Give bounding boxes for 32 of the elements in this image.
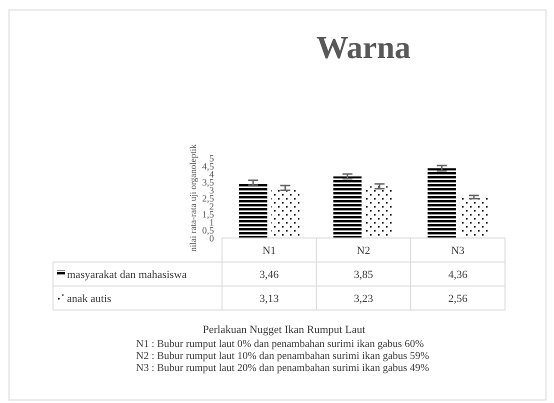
text: N3 : Bubur rumput laut 20% dan penambahan surimi ikan gabus 49% — [136, 363, 430, 374]
data-label: 3,46 — [260, 269, 280, 281]
y-tick-label: 1,5 — [202, 210, 214, 220]
data-label: 3,23 — [354, 293, 374, 305]
y-tick-label: 5 — [209, 154, 214, 164]
y-tick-label: 0,5 — [202, 226, 214, 236]
y-tick-label: 3,5 — [202, 178, 214, 188]
y-tick-label: 1 — [209, 218, 214, 228]
x-tick-label: N2 — [356, 245, 370, 257]
data-label: 3,13 — [260, 293, 280, 305]
data-label: 3,85 — [354, 269, 374, 281]
bar — [333, 176, 362, 238]
text: N1 : Bubur rumput laut 0% dan penambahan surimi ikan gabus 60% — [136, 339, 424, 350]
text: Perlakuan Nugget Ikan Rumput Laut — [202, 324, 366, 336]
y-tick-label: 2 — [209, 202, 214, 212]
legend-label: anak autis — [67, 293, 112, 305]
y-tick-label: 4 — [209, 170, 214, 180]
y-tick-label: 4,5 — [202, 162, 214, 172]
bar — [428, 168, 456, 238]
data-label: 2,56 — [448, 293, 468, 305]
x-tick-label: N3 — [451, 245, 466, 257]
data-label: 4,36 — [448, 269, 468, 281]
bar — [365, 186, 394, 238]
bar — [238, 182, 268, 238]
text: N2 : Bubur rumput laut 10% dan penambahan surimi ikan gabus 59% — [136, 351, 430, 362]
chart-title: Warna — [316, 29, 411, 65]
y-tick-label: 3 — [209, 186, 214, 196]
y-tick-label: 0 — [209, 234, 214, 244]
legend-label: masyarakat dan mahasiswa — [67, 269, 187, 281]
x-tick-label: N1 — [262, 245, 276, 257]
y-axis-title: nilai rata-rata uji organoleptik — [188, 144, 198, 252]
y-tick-label: 2,5 — [202, 194, 214, 204]
